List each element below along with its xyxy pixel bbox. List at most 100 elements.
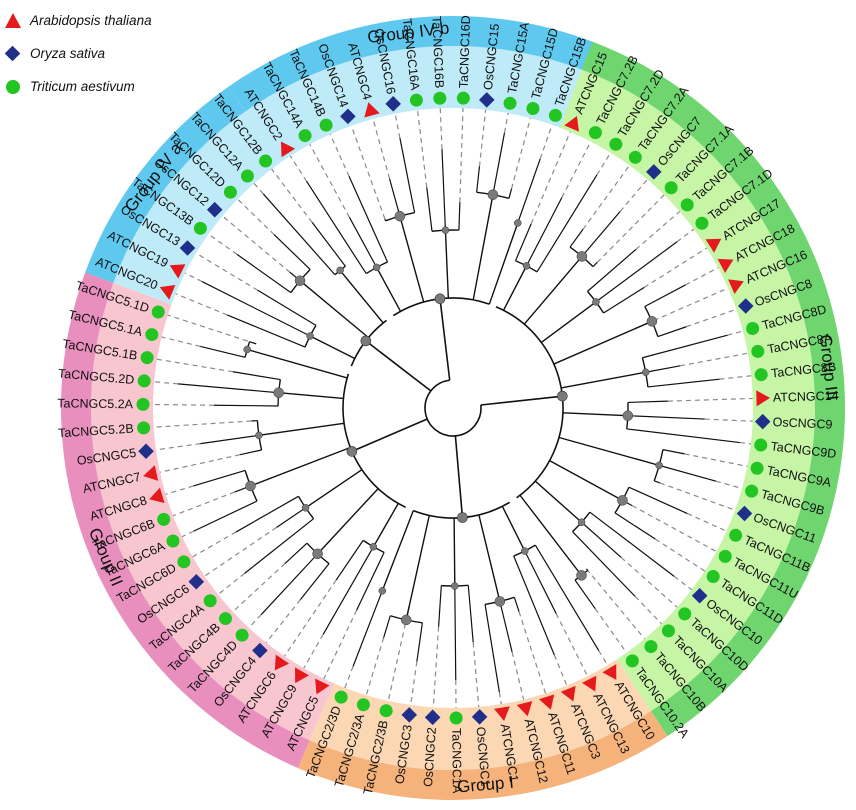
leaf-branch bbox=[311, 222, 346, 267]
leaf-connector bbox=[172, 491, 235, 517]
leaf-branch bbox=[356, 552, 385, 611]
bootstrap-node bbox=[592, 298, 600, 306]
bootstrap-node bbox=[457, 512, 468, 523]
leaf-connector bbox=[684, 453, 748, 467]
triticum-marker bbox=[409, 93, 423, 107]
triticum-marker bbox=[661, 624, 675, 638]
leaf-branch bbox=[572, 531, 636, 597]
subclade-stem bbox=[519, 494, 583, 576]
group-band-outer bbox=[581, 41, 845, 737]
leaf-branch bbox=[587, 249, 637, 292]
leaf-connector bbox=[503, 113, 509, 133]
leaf-branch bbox=[335, 540, 364, 581]
clade-stem bbox=[480, 395, 563, 406]
triticum-marker bbox=[137, 374, 151, 388]
oryza-marker bbox=[646, 164, 662, 180]
arabidopsis-marker bbox=[274, 654, 290, 671]
triticum-marker bbox=[526, 101, 540, 115]
arabidopsis-marker bbox=[143, 465, 159, 481]
leaf-connector bbox=[161, 336, 201, 348]
leaf-branch bbox=[569, 228, 584, 248]
subclade-stem bbox=[405, 515, 430, 621]
leaf-branch bbox=[627, 400, 668, 404]
leaf-connector bbox=[634, 595, 662, 625]
leaf-connector bbox=[704, 418, 753, 422]
leaf-branch bbox=[513, 597, 520, 612]
leaf-connector bbox=[222, 215, 291, 273]
leaf-connector bbox=[159, 454, 241, 473]
green-circle-icon bbox=[4, 78, 22, 96]
leaf-branch bbox=[645, 365, 681, 373]
leaf-branch bbox=[585, 568, 589, 571]
leaf-connector bbox=[585, 568, 646, 640]
leaf-connector bbox=[596, 194, 665, 263]
leaf-connector bbox=[555, 613, 589, 677]
arabidopsis-marker bbox=[149, 487, 165, 503]
leaf-connector bbox=[165, 485, 194, 495]
bootstrap-node bbox=[487, 189, 499, 200]
leaf-branch bbox=[416, 622, 423, 662]
arabidopsis-marker bbox=[494, 706, 510, 722]
triticum-marker bbox=[644, 640, 658, 654]
bootstrap-node bbox=[576, 251, 588, 262]
leaf-connector bbox=[208, 233, 238, 255]
leaf-connector bbox=[365, 637, 385, 696]
triticum-marker bbox=[298, 129, 312, 143]
subclade-stem bbox=[376, 267, 402, 312]
leaf-branch bbox=[257, 289, 317, 326]
bootstrap-nodes bbox=[243, 189, 663, 626]
triticum-marker bbox=[746, 321, 760, 335]
leaf-branch bbox=[603, 286, 645, 314]
leaf-branch bbox=[193, 469, 246, 487]
leaf-connector bbox=[387, 606, 410, 702]
bootstrap-node bbox=[400, 614, 412, 626]
subclade-stem bbox=[309, 335, 356, 360]
arabidopsis-marker bbox=[280, 141, 296, 158]
leaf-connector bbox=[248, 614, 262, 629]
leaf-branch bbox=[508, 188, 513, 199]
leaf-connector bbox=[439, 108, 443, 150]
bootstrap-node bbox=[301, 504, 310, 512]
leaf-branch bbox=[348, 176, 389, 263]
leaf-connector bbox=[309, 144, 350, 218]
group-band-outer bbox=[85, 86, 246, 283]
triticum-marker bbox=[664, 181, 678, 195]
bootstrap-node bbox=[394, 210, 406, 222]
leaf-connector bbox=[432, 626, 440, 708]
leaf-branch bbox=[441, 149, 447, 231]
leaf-connector bbox=[394, 113, 401, 139]
leaf-branch bbox=[614, 512, 656, 540]
triticum-marker bbox=[680, 198, 694, 212]
leaf-branch bbox=[322, 546, 374, 635]
bootstrap-node bbox=[617, 495, 628, 506]
leaf-label: TaCNGC16B bbox=[429, 16, 446, 89]
group-band-outer bbox=[297, 711, 668, 800]
leaf-connector bbox=[510, 117, 531, 189]
leaf-connector bbox=[195, 252, 259, 291]
leaf-connector bbox=[271, 168, 313, 223]
oryza-marker bbox=[691, 587, 708, 604]
subclade-stem bbox=[305, 469, 363, 509]
red-triangle-icon bbox=[4, 12, 22, 30]
bootstrap-node bbox=[360, 335, 372, 347]
arabidopsis-marker bbox=[564, 116, 579, 132]
leaf-branch bbox=[193, 500, 258, 532]
leaf-connector bbox=[204, 526, 277, 577]
leaf-connector bbox=[727, 330, 744, 336]
leaf-connector bbox=[154, 381, 179, 385]
bootstrap-node bbox=[336, 266, 344, 275]
triticum-marker bbox=[751, 344, 765, 358]
bootstrap-node bbox=[273, 387, 284, 398]
leaf-branch bbox=[306, 180, 367, 274]
leaf-connector-lines bbox=[153, 108, 753, 708]
bootstrap-node bbox=[372, 263, 381, 272]
species-legend: Arabidopsis thaliana Oryza sativa Tritic… bbox=[4, 4, 152, 103]
leaf-label: TaCNGC8B bbox=[770, 360, 836, 381]
leaf-branch bbox=[426, 187, 433, 232]
subclade-stem bbox=[534, 480, 583, 523]
subclade-stem bbox=[399, 216, 425, 303]
triticum-marker bbox=[177, 555, 191, 569]
triticum-marker bbox=[433, 91, 447, 105]
triticum-marker bbox=[235, 628, 249, 642]
